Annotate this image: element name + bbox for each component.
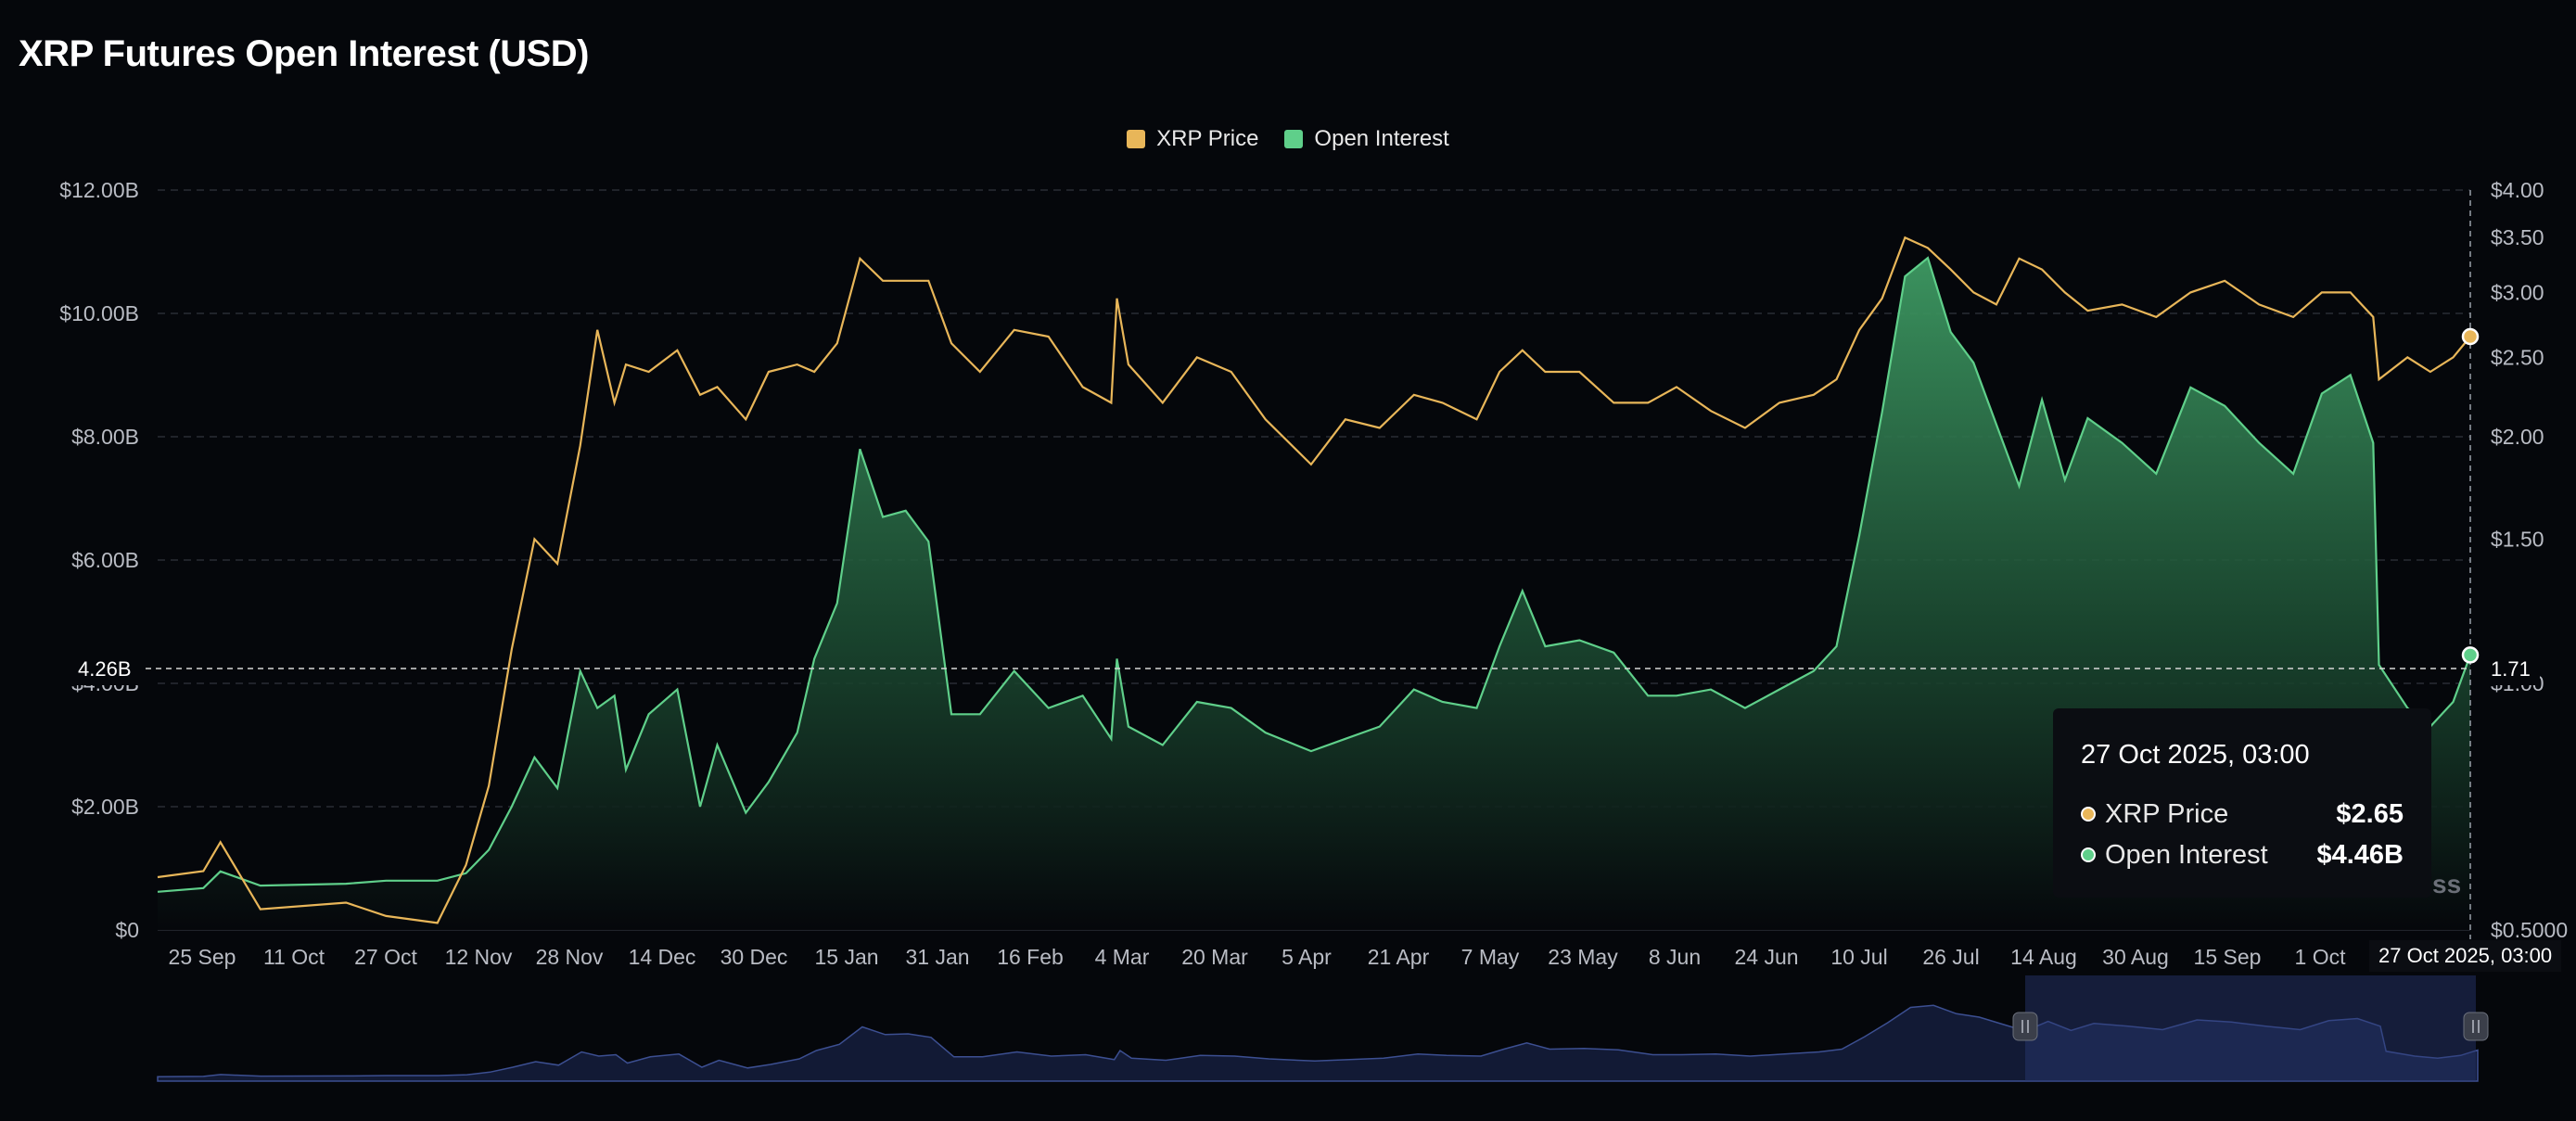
- left-tick-label: $6.00B: [71, 548, 139, 572]
- left-tick-label: $0: [115, 918, 139, 942]
- right-tick-label: $2.50: [2491, 345, 2544, 369]
- x-tick-label: 5 Apr: [1282, 945, 1332, 969]
- x-tick-label: 30 Dec: [721, 945, 788, 969]
- left-tick-label: $2.00B: [71, 795, 139, 819]
- x-tick-label: 30 Aug: [2102, 945, 2169, 969]
- x-tick-label: 20 Mar: [1181, 945, 1248, 969]
- tooltip-dot-price: [2081, 807, 2096, 822]
- legend-swatch-price: [1127, 130, 1146, 148]
- x-tick-label: 8 Jun: [1649, 945, 1701, 969]
- handle-body: [2012, 1012, 2038, 1041]
- right-tick-label: $0.5000: [2491, 918, 2568, 942]
- x-tick-label: 4 Mar: [1095, 945, 1150, 969]
- x-tick-label: 27 Oct: [354, 945, 417, 969]
- crosshair-right-label: 1.71: [2481, 654, 2540, 685]
- x-tick-label: 12 Nov: [445, 945, 513, 969]
- x-tick-label: 23 May: [1548, 945, 1618, 969]
- left-tick-label: $12.00B: [59, 178, 139, 202]
- legend-item-price[interactable]: XRP Price: [1127, 126, 1258, 152]
- left-tick-label: $10.00B: [59, 301, 139, 325]
- tooltip-row-open-interest: Open Interest $4.46B: [2081, 836, 2404, 873]
- navigator-handle-left[interactable]: [2012, 1012, 2038, 1041]
- series-group: [157, 236, 2472, 931]
- x-tick-label: 1 Oct: [2295, 945, 2347, 969]
- tooltip-row-price: XRP Price $2.65: [2081, 796, 2404, 833]
- right-tick-label: $2.00: [2491, 425, 2544, 449]
- legend-label-price: XRP Price: [1156, 126, 1259, 151]
- open-interest-line: [157, 256, 2472, 893]
- right-y-axis: $0.5000$1.00$1.50$2.00$2.50$3.00$3.50$4.…: [2491, 178, 2568, 942]
- x-tick-label: 15 Jan: [814, 945, 878, 969]
- left-y-axis: $0$2.00B$4.00B$6.00B$8.00B$10.00B$12.00B: [59, 178, 139, 942]
- x-axis: 25 Sep 11 Oct 27 Oct 12 Nov 28 Nov 14 Dec 30 D…: [169, 945, 2347, 969]
- legend-item-open-interest[interactable]: Open Interest: [1284, 126, 1449, 152]
- chart-title: XRP Futures Open Interest (USD): [19, 33, 589, 74]
- tooltip-label-price: XRP Price: [2105, 798, 2229, 829]
- x-tick-label: 15 Sep: [2194, 945, 2262, 969]
- right-tick-label: $4.00: [2491, 178, 2544, 202]
- legend: XRP Price Open Interest: [0, 126, 2576, 152]
- x-tick-label: 10 Jul: [1830, 945, 1887, 969]
- right-tick-label: $3.50: [2491, 225, 2544, 249]
- crosshair: [74, 190, 2480, 939]
- tooltip-label-open-interest: Open Interest: [2105, 839, 2268, 870]
- x-tick-label: 16 Feb: [997, 945, 1064, 969]
- navigator-handle-right[interactable]: [2463, 1012, 2489, 1041]
- x-tick-label: 25 Sep: [169, 945, 236, 969]
- x-tick-label: 14 Dec: [629, 945, 696, 969]
- handle-body: [2463, 1012, 2489, 1041]
- open-interest-marker: [2461, 646, 2480, 664]
- x-tick-label: 14 Aug: [2010, 945, 2077, 969]
- crosshair-left-label: 4.26B: [69, 654, 141, 685]
- x-tick-label: 21 Apr: [1368, 945, 1430, 969]
- legend-label-open-interest: Open Interest: [1314, 126, 1449, 151]
- xrp-price-line: [157, 236, 2471, 924]
- price-marker: [2461, 327, 2480, 346]
- legend-swatch-open-interest: [1284, 130, 1304, 148]
- tooltip-value-price: $2.65: [2336, 798, 2404, 829]
- watermark: ss: [2432, 870, 2462, 898]
- x-tick-label: 11 Oct: [263, 945, 325, 969]
- right-tick-label: $3.00: [2491, 280, 2544, 304]
- tooltip-dot-open-interest: [2081, 847, 2096, 862]
- navigator-series: [157, 1004, 2479, 1082]
- x-tick-label: 24 Jun: [1734, 945, 1798, 969]
- x-tick-label: 31 Jan: [905, 945, 969, 969]
- x-tick-label: 26 Jul: [1922, 945, 1979, 969]
- navigator-selection: [2025, 975, 2476, 1081]
- tooltip-value-open-interest: $4.46B: [2316, 839, 2404, 870]
- right-tick-label: $1.50: [2491, 527, 2544, 551]
- navigator[interactable]: [157, 975, 2489, 1082]
- tooltip: 27 Oct 2025, 03:00 XRP Price $2.65 Open …: [2053, 708, 2431, 898]
- tooltip-title: 27 Oct 2025, 03:00: [2081, 740, 2310, 770]
- x-tick-label: 7 May: [1461, 945, 1520, 969]
- open-interest-area: [158, 258, 2470, 931]
- x-tick-label: 28 Nov: [536, 945, 604, 969]
- left-tick-label: $8.00B: [71, 425, 139, 449]
- crosshair-x-label: 27 Oct 2025, 03:00: [2369, 940, 2562, 972]
